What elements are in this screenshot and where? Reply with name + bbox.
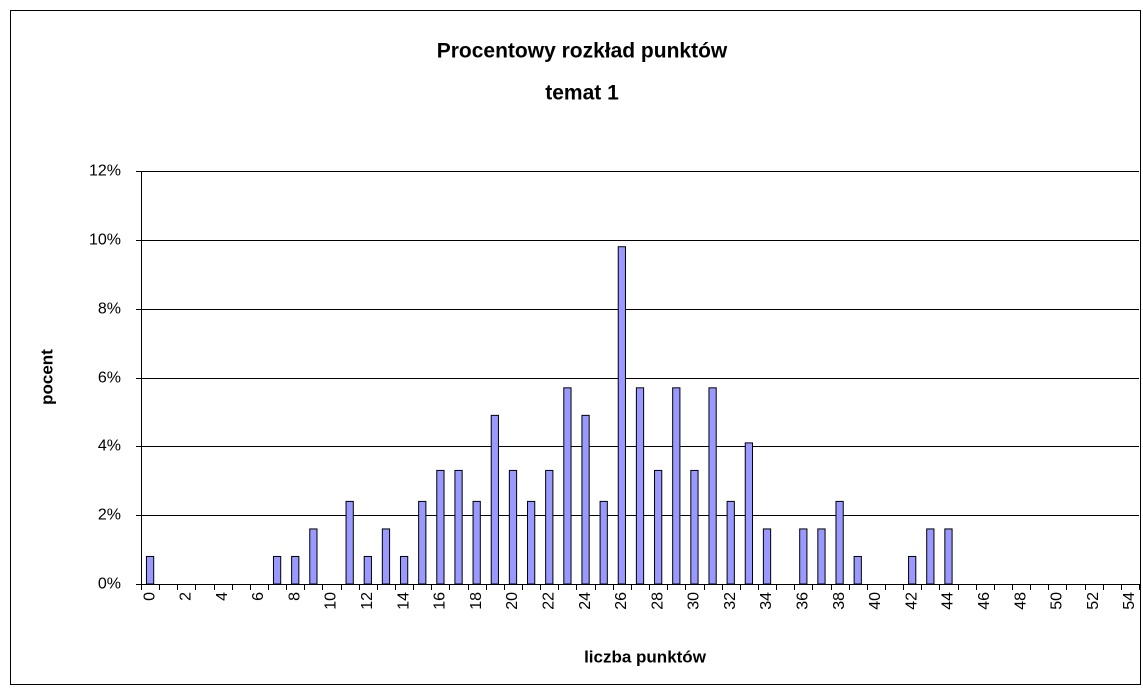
x-tick-label: 36: [795, 592, 812, 610]
y-tick-label: 2%: [98, 507, 121, 524]
bar: [454, 469, 463, 585]
x-tick-label: 34: [758, 592, 775, 610]
x-tick-label: 48: [1012, 592, 1029, 610]
bar: [672, 387, 681, 585]
y-tick-label: 4%: [98, 438, 121, 455]
bar: [853, 555, 862, 585]
x-tick-label: 40: [867, 592, 884, 610]
bar: [908, 555, 917, 585]
x-tick-label: 30: [686, 592, 703, 610]
bar: [272, 555, 282, 585]
x-axis-label: liczba punktów: [584, 647, 707, 666]
bar: [291, 555, 300, 585]
bar: [762, 528, 772, 585]
x-tick-label: 50: [1049, 592, 1066, 610]
x-tick-label: 44: [940, 592, 957, 610]
x-tick-label: 12: [359, 592, 376, 610]
chart-border: [10, 10, 1141, 685]
bar: [363, 555, 372, 585]
bar: [835, 500, 844, 585]
x-tick-label: 20: [504, 592, 521, 610]
bar: [436, 469, 445, 585]
bar: [926, 528, 935, 585]
x-tick-label: 16: [432, 592, 449, 610]
x-tick-label: 8: [286, 592, 303, 601]
x-tick-label: 54: [1121, 592, 1138, 610]
x-tick-label: 32: [722, 592, 739, 610]
x-tick-label: 14: [395, 592, 412, 610]
bar: [654, 469, 663, 585]
bar: [708, 387, 717, 585]
x-tick-label: 52: [1085, 592, 1102, 610]
x-tick-label: 28: [649, 592, 666, 610]
bar: [617, 246, 626, 585]
bar: [418, 500, 427, 585]
bar: [581, 414, 590, 585]
bar: [508, 469, 518, 585]
bar: [944, 528, 953, 585]
x-tick-label: 38: [831, 592, 848, 610]
x-tick-label: 18: [468, 592, 485, 610]
x-tick-label: 0: [141, 592, 158, 601]
y-axis-label: pocent: [37, 349, 56, 405]
bar: [726, 500, 735, 585]
x-tick-label: 4: [214, 592, 231, 601]
y-tick-label: 8%: [98, 301, 121, 318]
bar: [563, 387, 572, 585]
bar: [381, 528, 391, 585]
bar: [526, 500, 536, 585]
bar: [599, 500, 608, 585]
bar: [145, 555, 155, 585]
x-tick-label: 22: [540, 592, 557, 610]
y-tick-label: 0%: [98, 576, 121, 593]
chart-subtitle: temat 1: [545, 82, 619, 105]
bar: [490, 414, 499, 585]
bar: [399, 555, 409, 585]
y-tick-label: 6%: [98, 370, 121, 387]
x-tick-label: 24: [577, 592, 594, 610]
bar: [635, 387, 645, 585]
y-tick-label: 10%: [89, 232, 121, 249]
bar: [345, 500, 354, 585]
x-tick-label: 46: [976, 592, 993, 610]
bar: [744, 442, 754, 585]
x-tick-label: 42: [903, 592, 920, 610]
bar: [799, 528, 808, 585]
x-tick-label: 6: [250, 592, 267, 601]
x-tick-label: 2: [178, 592, 195, 601]
bar: [472, 500, 481, 585]
y-tick-label: 12%: [89, 163, 121, 180]
x-tick-label: 26: [613, 592, 630, 610]
bar: [545, 469, 554, 585]
bar: [690, 469, 699, 585]
chart-title: Procentowy rozkład punktów: [437, 40, 728, 63]
bar: [817, 528, 826, 585]
x-tick-label: 10: [323, 592, 340, 610]
bar: [309, 528, 318, 585]
